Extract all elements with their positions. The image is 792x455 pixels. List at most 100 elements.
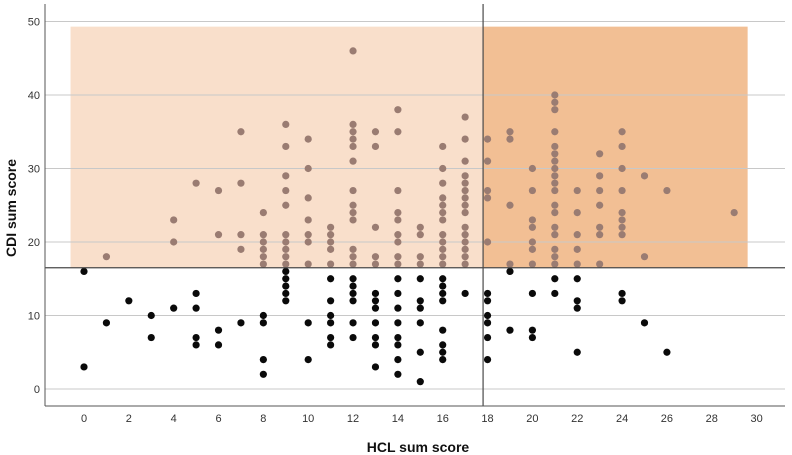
data-point	[394, 231, 402, 239]
data-point	[528, 260, 537, 268]
region-dark	[483, 26, 748, 268]
x-tick-label: 22	[571, 413, 583, 425]
data-point	[170, 238, 178, 246]
data-point	[551, 150, 559, 158]
data-point	[461, 289, 469, 298]
data-point	[439, 216, 447, 224]
data-point	[730, 209, 738, 217]
data-point	[596, 223, 604, 231]
data-point	[214, 341, 223, 349]
data-point	[483, 319, 492, 327]
x-tick-label: 28	[706, 413, 718, 425]
x-tick-label: 10	[302, 413, 314, 425]
data-point	[416, 319, 424, 327]
data-point	[506, 267, 514, 275]
data-point	[371, 142, 380, 151]
data-point	[573, 304, 581, 312]
data-point	[349, 157, 357, 165]
data-point	[551, 186, 559, 195]
data-point	[304, 260, 312, 268]
data-point	[416, 275, 424, 283]
data-point	[371, 128, 380, 136]
data-point	[461, 238, 469, 246]
data-point	[327, 260, 335, 268]
data-point	[371, 319, 380, 327]
data-point	[394, 238, 402, 246]
data-point	[394, 128, 402, 136]
data-point	[259, 260, 267, 268]
x-tick-label: 2	[126, 413, 132, 425]
data-point	[528, 289, 537, 298]
data-point	[327, 223, 335, 231]
data-point	[282, 282, 290, 290]
data-point	[551, 128, 559, 136]
data-point	[506, 128, 514, 136]
data-point	[551, 223, 559, 231]
data-point	[394, 106, 402, 114]
data-point	[327, 275, 335, 283]
data-point	[394, 370, 402, 378]
data-point	[439, 260, 447, 268]
data-point	[551, 157, 559, 165]
data-point	[349, 135, 357, 143]
data-point	[439, 275, 447, 283]
data-point	[371, 297, 380, 305]
data-point	[349, 142, 357, 151]
data-point	[461, 135, 469, 143]
data-point	[439, 253, 447, 261]
data-point	[371, 253, 380, 261]
data-point	[304, 356, 312, 364]
data-point	[439, 238, 447, 246]
data-point	[663, 186, 671, 195]
data-point	[461, 245, 469, 253]
x-tick-label: 14	[392, 413, 404, 425]
data-point	[506, 326, 514, 334]
data-point	[394, 304, 402, 312]
data-point	[394, 186, 402, 195]
x-tick-label: 16	[437, 413, 449, 425]
data-point	[80, 363, 88, 371]
data-point	[439, 164, 447, 173]
data-point	[439, 245, 447, 253]
data-point	[439, 231, 447, 239]
data-point	[394, 289, 402, 298]
data-point	[618, 128, 626, 136]
data-point	[349, 245, 357, 253]
data-point	[439, 356, 447, 364]
data-point	[439, 201, 447, 209]
data-point	[618, 209, 626, 217]
data-point	[483, 157, 492, 165]
data-point	[439, 297, 447, 305]
data-point	[483, 297, 492, 305]
y-tick-label: 30	[28, 164, 40, 176]
data-point	[483, 311, 492, 320]
data-point	[349, 260, 357, 268]
data-point	[551, 172, 559, 180]
data-point	[551, 179, 559, 187]
reference-lines	[45, 4, 785, 406]
data-point	[416, 253, 424, 261]
data-point	[528, 223, 537, 231]
data-point	[214, 326, 223, 334]
data-point	[394, 260, 402, 268]
data-point	[304, 194, 312, 202]
data-point	[304, 135, 312, 143]
data-point	[237, 231, 245, 239]
data-point	[371, 341, 380, 349]
data-point	[618, 142, 626, 151]
data-point	[596, 231, 604, 239]
data-point	[439, 282, 447, 290]
data-point	[327, 231, 335, 239]
data-point	[327, 297, 335, 305]
data-point	[439, 142, 447, 151]
data-point	[483, 289, 492, 298]
data-point	[349, 319, 357, 327]
x-tick-label: 0	[81, 413, 87, 425]
data-point	[371, 363, 380, 371]
data-point	[327, 333, 335, 342]
data-point	[349, 120, 357, 128]
data-point	[439, 179, 447, 187]
data-point	[349, 201, 357, 209]
data-point	[282, 275, 290, 283]
x-tick-label: 4	[171, 413, 177, 425]
